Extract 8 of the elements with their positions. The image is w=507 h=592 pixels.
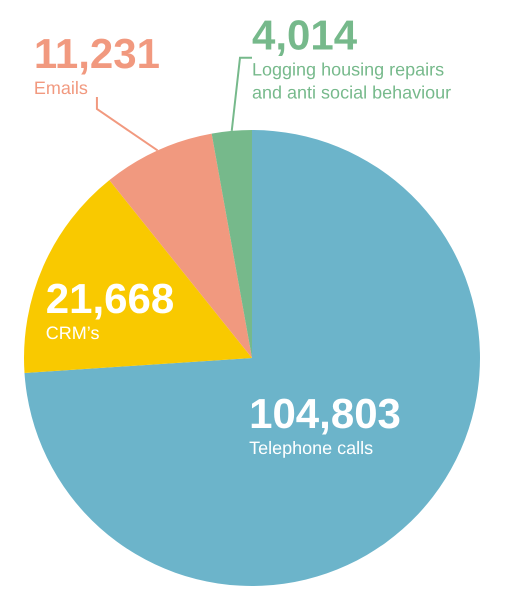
data-label: 104,803: [249, 390, 401, 437]
data-label: 21,668: [46, 275, 174, 322]
slice-label: Emails: [34, 78, 88, 98]
data-label: 11,231: [34, 30, 160, 77]
slice-label: Telephone calls: [249, 438, 374, 458]
data-label: 4,014: [252, 12, 358, 58]
slice-label: CRM’s: [46, 323, 100, 343]
slice-label: Logging housing repairs and anti social behaviour: [252, 60, 452, 102]
